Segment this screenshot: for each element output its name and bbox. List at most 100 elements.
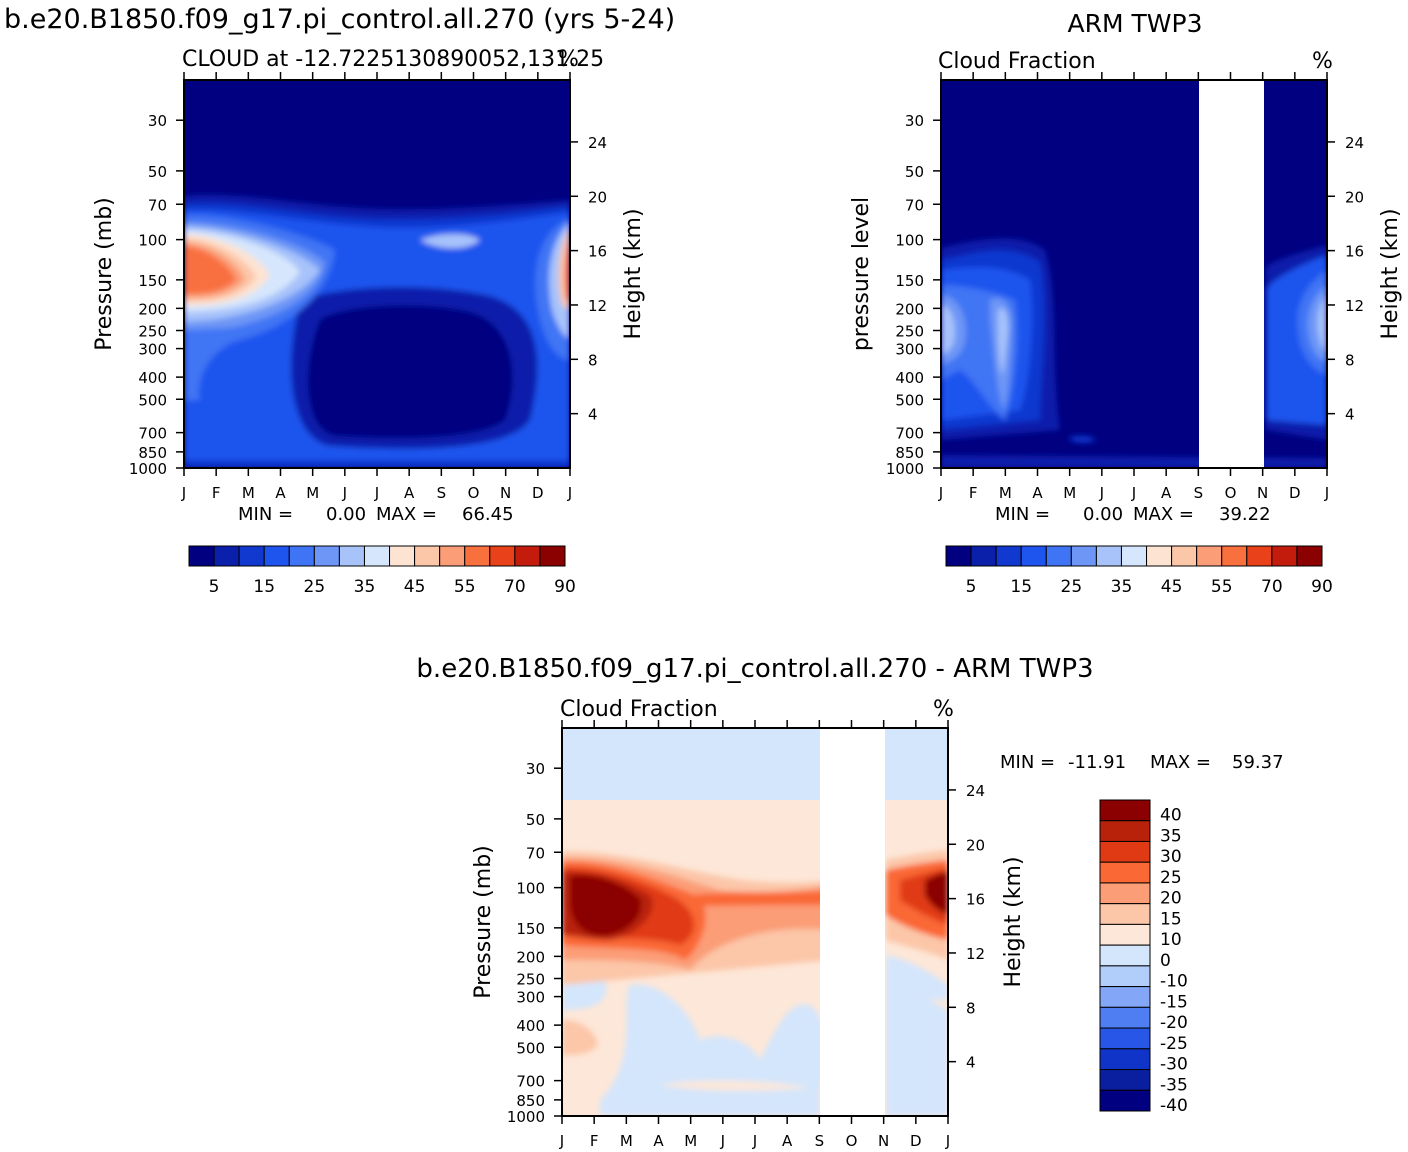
y-tick-right-label: 8 bbox=[966, 999, 976, 1017]
x-tick-label: J bbox=[1131, 484, 1136, 502]
x-tick-label: J bbox=[752, 1132, 757, 1150]
colorbar-label: 35 bbox=[1160, 826, 1182, 846]
colorbar-swatch bbox=[1070, 545, 1097, 567]
y-tick-right-label: 4 bbox=[1345, 406, 1355, 424]
x-tick-label: A bbox=[1161, 484, 1172, 502]
y-tick-label: 150 bbox=[516, 920, 545, 938]
colorbar-swatch bbox=[1099, 944, 1151, 967]
colorbar-swatch bbox=[489, 545, 516, 567]
colorbar-label: 35 bbox=[354, 577, 376, 597]
x-tick-label: D bbox=[910, 1132, 922, 1150]
x-tick-label: J bbox=[559, 1132, 564, 1150]
y-tick-label: 250 bbox=[516, 971, 545, 989]
colorbar-label: -30 bbox=[1160, 1055, 1188, 1075]
x-tick-label: J bbox=[374, 484, 379, 502]
y-tick-label: 700 bbox=[138, 425, 167, 443]
colorbar-swatch bbox=[464, 545, 491, 567]
colorbar-swatch bbox=[389, 545, 416, 567]
colorbar-swatch bbox=[1095, 545, 1122, 567]
y-tick-label: 30 bbox=[526, 760, 545, 778]
colorbar-swatch bbox=[1099, 1089, 1151, 1112]
y-tick-label: 100 bbox=[138, 232, 167, 250]
colorbar-label: -10 bbox=[1160, 972, 1188, 992]
x-tick-label: J bbox=[342, 484, 347, 502]
colorbar-swatch bbox=[1120, 545, 1148, 567]
colorbar-label: 35 bbox=[1111, 577, 1133, 597]
x-tick-label: J bbox=[1324, 484, 1329, 502]
colorbar-swatch bbox=[414, 545, 441, 567]
panel-difference-ylabel: Pressure (mb) bbox=[471, 845, 496, 999]
x-tick-label: J bbox=[1099, 484, 1104, 502]
y-tick-label: 850 bbox=[895, 444, 924, 462]
x-tick-label: A bbox=[1032, 484, 1043, 502]
colorbar-swatch bbox=[439, 545, 466, 567]
y-tick-label: 50 bbox=[148, 163, 167, 181]
panel-model: CLOUD at -12.7225130890052,131.25 % bbox=[92, 47, 646, 597]
x-tick-label: J bbox=[567, 484, 572, 502]
y-tick-label: 850 bbox=[516, 1092, 545, 1110]
x-tick-label: O bbox=[468, 484, 480, 502]
y-tick-label: 150 bbox=[895, 272, 924, 290]
colorbar-swatch bbox=[213, 545, 240, 567]
colorbar-swatch bbox=[995, 545, 1022, 567]
panel-difference-subtitle: Cloud Fraction bbox=[560, 697, 718, 722]
y-tick-label: 50 bbox=[905, 163, 924, 181]
title-left: b.e20.B1850.f09_g17.pi_control.all.270 (… bbox=[4, 4, 675, 35]
y-tick-label: 250 bbox=[895, 323, 924, 341]
colorbar-label: -20 bbox=[1160, 1013, 1188, 1033]
colorbar-swatch bbox=[1099, 840, 1151, 863]
y-tick-label: 70 bbox=[526, 844, 545, 862]
y-tick-label: 1000 bbox=[886, 460, 924, 478]
y-tick-label: 50 bbox=[526, 811, 545, 829]
title-right: ARM TWP3 bbox=[1068, 9, 1203, 38]
colorbar-swatch bbox=[1099, 923, 1151, 946]
y-tick-label: 1000 bbox=[507, 1108, 545, 1126]
y-tick-label: 100 bbox=[516, 880, 545, 898]
colorbar-swatch bbox=[1246, 545, 1273, 567]
y-tick-label: 150 bbox=[138, 272, 167, 290]
panel-difference-min-value: -11.91 bbox=[1068, 752, 1126, 773]
colorbar-swatch bbox=[970, 545, 997, 567]
panel-observation-unit: % bbox=[1312, 49, 1333, 74]
y-tick-label: 200 bbox=[516, 948, 545, 966]
colorbar-swatch bbox=[1099, 1006, 1151, 1029]
colorbar-label: 0 bbox=[1160, 951, 1171, 971]
y-tick-right-label: 8 bbox=[1345, 351, 1355, 369]
panel-model-max-value: 66.45 bbox=[462, 504, 514, 525]
colorbar-label: 15 bbox=[1160, 909, 1182, 929]
y-tick-label: 400 bbox=[138, 369, 167, 387]
panel-difference-ylabel-right: Height (km) bbox=[1001, 856, 1026, 987]
colorbar-swatch bbox=[1020, 545, 1047, 567]
y-tick-label: 300 bbox=[895, 341, 924, 359]
y-tick-right-label: 20 bbox=[588, 188, 607, 206]
panel-observation-subtitle: Cloud Fraction bbox=[938, 49, 1096, 74]
panel-model-subtitle: CLOUD at -12.7225130890052,131.25 bbox=[182, 47, 604, 72]
x-tick-label: O bbox=[1225, 484, 1237, 502]
colorbar-label: 25 bbox=[1061, 577, 1083, 597]
x-tick-label: A bbox=[653, 1132, 664, 1150]
colorbar-swatch bbox=[1099, 861, 1151, 884]
panel-difference-max-value: 59.37 bbox=[1232, 752, 1284, 773]
y-tick-right-label: 12 bbox=[966, 945, 985, 963]
y-tick-label: 300 bbox=[516, 989, 545, 1007]
colorbar-label: -40 bbox=[1160, 1096, 1188, 1116]
x-tick-label: J bbox=[938, 484, 943, 502]
y-tick-right-label: 12 bbox=[1345, 297, 1364, 315]
y-tick-label: 70 bbox=[148, 196, 167, 214]
panel-model-unit: % bbox=[558, 47, 579, 72]
y-tick-label: 100 bbox=[895, 232, 924, 250]
y-tick-label: 850 bbox=[138, 444, 167, 462]
title-bottom: b.e20.B1850.f09_g17.pi_control.all.270 -… bbox=[416, 654, 1093, 684]
y-tick-right-label: 16 bbox=[588, 243, 607, 261]
y-tick-label: 250 bbox=[138, 323, 167, 341]
panel-model-min-value: 0.00 bbox=[326, 504, 366, 525]
x-tick-label: F bbox=[969, 484, 978, 502]
colorbar-label: 10 bbox=[1160, 930, 1182, 950]
colorbar-swatch bbox=[338, 545, 365, 567]
panel-observation-colorbar: 5 15 25 35 45 55 70 90 bbox=[945, 545, 1333, 597]
colorbar-label: 70 bbox=[1261, 577, 1283, 597]
x-tick-label: J bbox=[181, 484, 186, 502]
